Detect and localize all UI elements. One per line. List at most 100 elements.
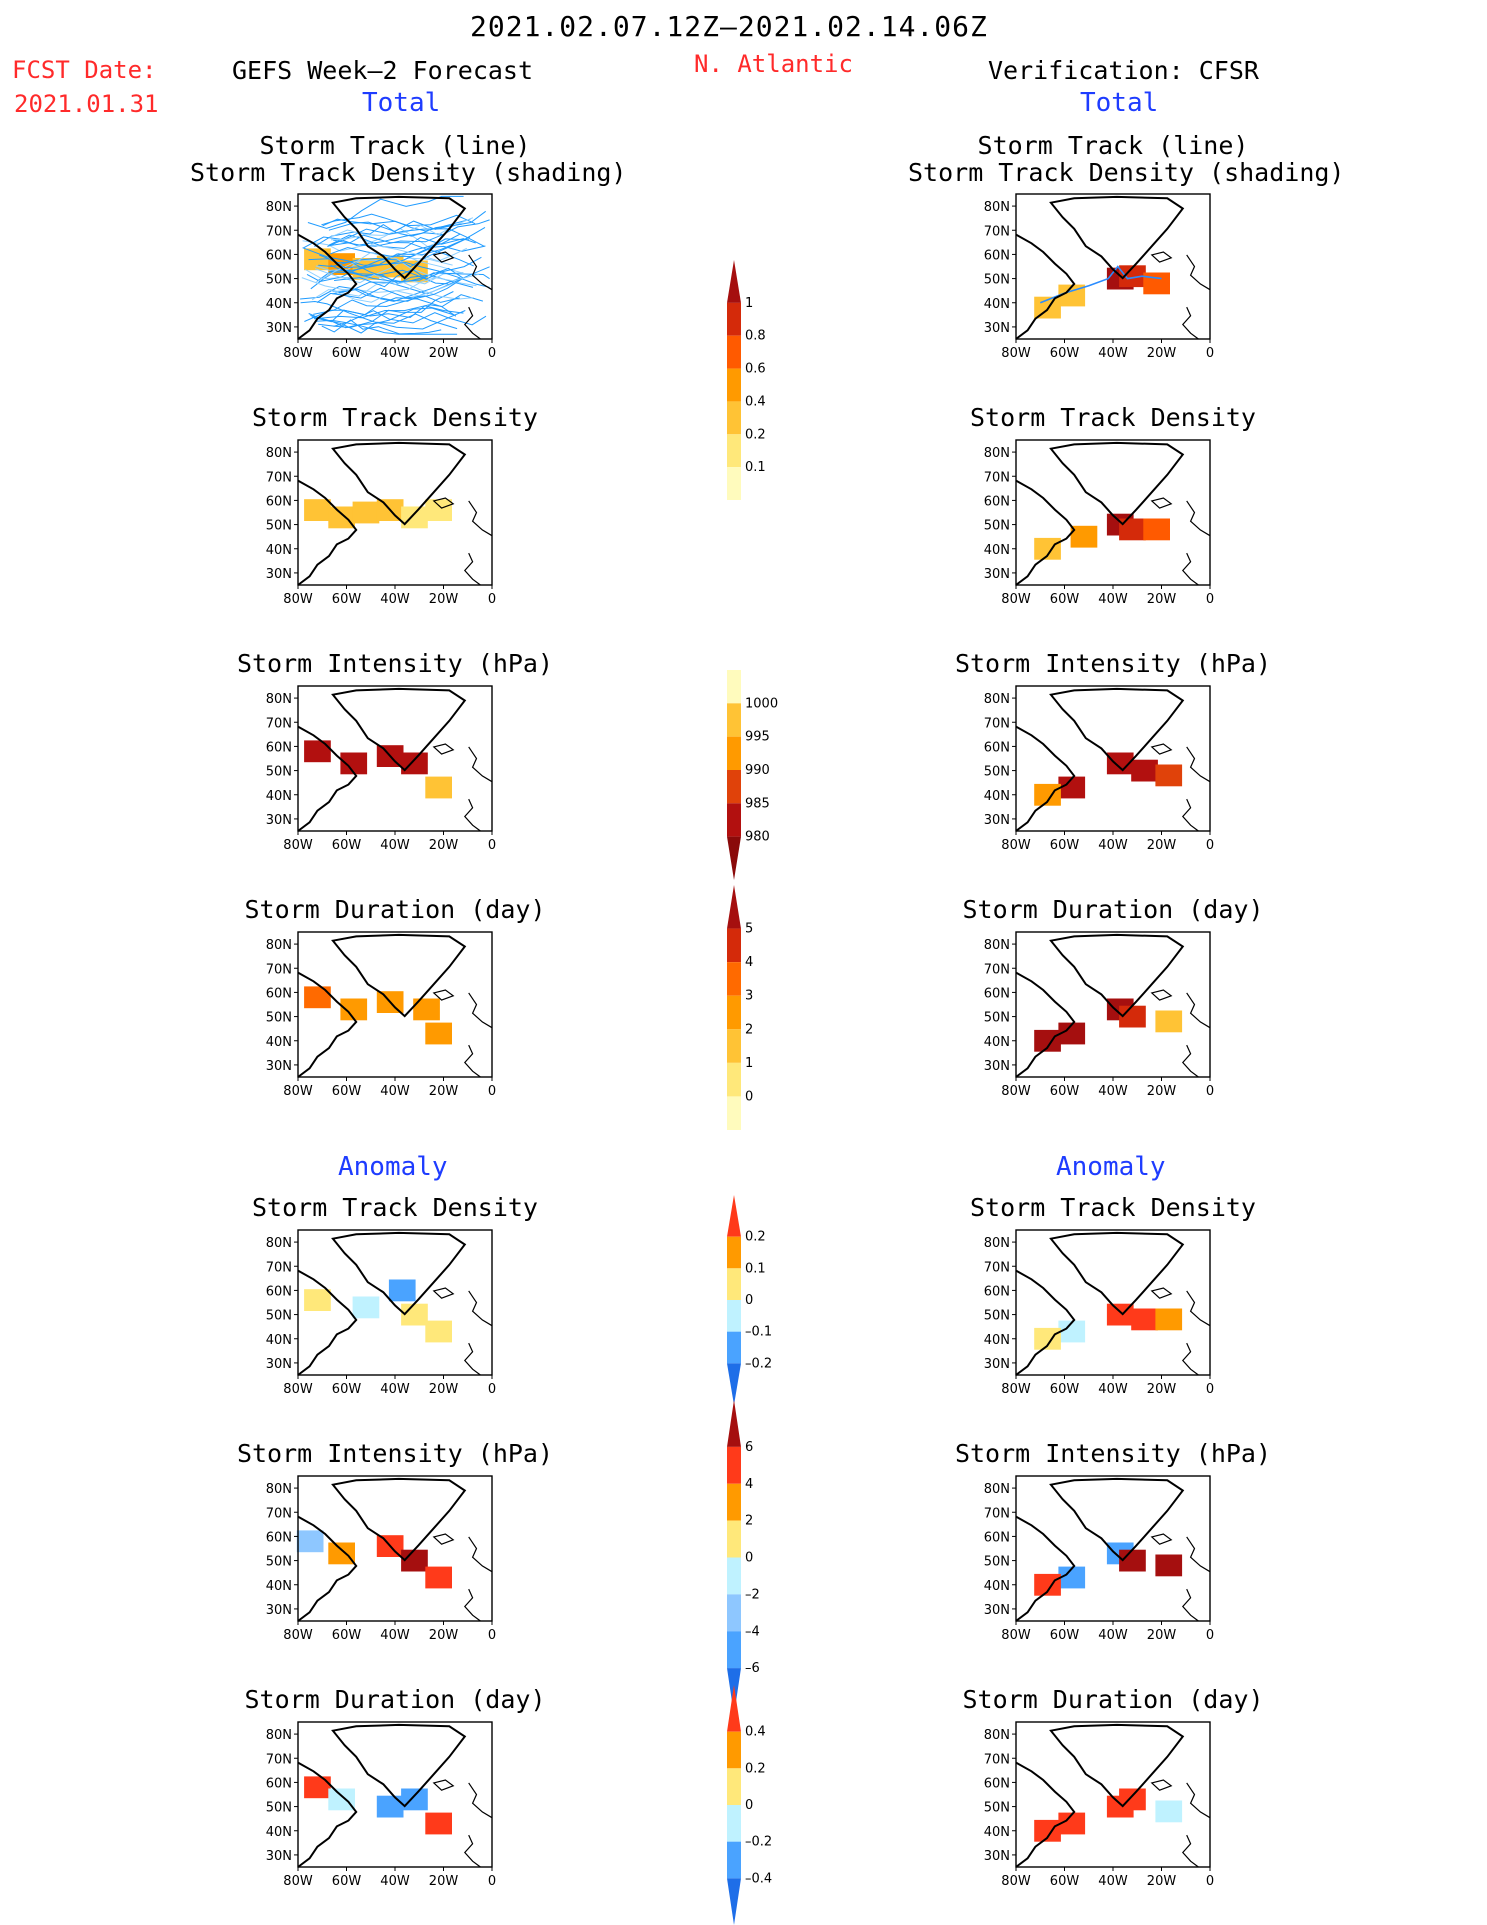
map-background [1016,440,1210,585]
lon-tick-label: 60W [332,592,362,607]
lon-tick-label: 60W [332,838,362,853]
storm-track-line [302,227,448,252]
lat-tick-label: 40N [984,789,1010,804]
map-background [1016,1230,1210,1375]
storm-track-line [328,234,476,249]
colorbar-tail [727,1195,741,1237]
storm-track-line [333,310,487,327]
lon-tick-label: 80W [283,592,313,607]
lat-tick-label: 40N [984,297,1010,312]
lat-tick-label: 40N [984,1579,1010,1594]
lat-tick-label: 70N [984,1260,1010,1275]
lon-tick-label: 20W [1147,1382,1177,1397]
storm-track-line [330,235,468,262]
lon-tick-label: 60W [332,1084,362,1099]
data-cells [1034,1788,1183,1842]
colorbar-tail [727,1400,741,1447]
grid-cell [1070,525,1098,548]
lat-tick-label: 80N [266,1482,292,1497]
colorbar-label: 0.4 [745,394,766,409]
grid-cell [1058,284,1086,307]
panel-title: Storm Track Density [970,403,1256,432]
lat-tick-label: 60N [984,986,1010,1001]
north-america-coast [297,1269,358,1376]
right-column-title: Verification: CFSR [988,56,1259,85]
lat-tick-label: 50N [266,1801,292,1816]
lat-tick-label: 60N [266,1530,292,1545]
grid-cell [1058,1566,1086,1589]
lat-tick-label: 40N [266,1825,292,1840]
lon-tick-label: 60W [332,346,362,361]
grid-cell [401,1788,428,1811]
colorbar-segment [727,995,741,1030]
lat-tick-label: 60N [266,1776,292,1791]
north-america-coast [297,233,358,340]
panel-title: Storm Track Density [970,1193,1256,1222]
colorbar-segment [727,467,741,500]
colorbar-tail [727,1363,741,1405]
lat-tick-label: 40N [984,1035,1010,1050]
iceland-coast [1150,1533,1173,1545]
right-total-heading: Total [1080,88,1159,118]
lat-tick-label: 40N [266,1579,292,1594]
storm-track-line [328,234,474,267]
date-range: 2021.02.07.12Z–2021.02.14.06Z [470,10,988,43]
left-anomaly-heading: Anomaly [338,1152,448,1182]
europe-coast [468,500,493,537]
lat-tick-label: 30N [266,1603,292,1618]
iceland-coast [1150,497,1173,509]
greenland-coast [1049,195,1185,280]
grid-cell [425,1022,452,1045]
lon-tick-label: 20W [429,838,459,853]
lat-tick-label: 30N [266,1357,292,1372]
lat-tick-label: 30N [984,1849,1010,1864]
colorbar-segment [727,1768,741,1805]
colorbar-segment [727,1731,741,1769]
data-cells [1034,752,1183,806]
grid-cell [352,1296,380,1319]
colorbar-label: 4 [745,955,753,970]
grid-cell [296,1530,324,1553]
grid-cell [1119,265,1146,288]
lon-tick-label: 20W [429,592,459,607]
lon-tick-label: 60W [1050,1628,1080,1643]
storm-track-line [315,319,458,335]
colorbar-label: 1 [745,1056,753,1071]
colorbar-label: 980 [745,830,770,845]
iberia-coast [1181,1342,1199,1376]
grid-cell [388,1279,416,1302]
panel-title: Storm Intensity (hPa) [954,1439,1272,1468]
lat-tick-label: 70N [266,1752,292,1767]
grid-cell [1106,752,1134,775]
iberia-coast [463,1588,481,1622]
lon-tick-label: 40W [1098,1382,1128,1397]
lat-tick-label: 40N [266,789,292,804]
lon-tick-label: 0 [1206,592,1214,607]
grid-cell [304,1776,331,1799]
data-cells [304,1776,452,1835]
colorbar-segment [727,670,741,704]
lat-tick-label: 40N [266,297,292,312]
lon-tick-label: 60W [332,1382,362,1397]
colorbar-anom-intensity: 6 4 2 0 –2 –4 –6 [727,1400,760,1715]
lat-tick-label: 60N [984,1530,1010,1545]
storm-track-line [330,280,474,300]
colorbar-segment [727,1268,741,1300]
lon-tick-label: 20W [1147,838,1177,853]
storm-track-line [318,236,471,268]
europe-coast [1186,1290,1211,1327]
fcst-date-label: FCST Date: [12,56,157,84]
europe-coast [468,1290,493,1327]
lon-tick-label: 0 [488,1084,496,1099]
lat-tick-label: 50N [266,273,292,288]
lat-tick-label: 40N [266,1035,292,1050]
lon-tick-label: 60W [1050,1382,1080,1397]
lat-tick-label: 60N [266,1284,292,1299]
colorbar-segment [727,1520,741,1558]
lon-tick-label: 0 [1206,1874,1214,1889]
storm-track-line [310,307,454,329]
colorbar-label: 990 [745,763,770,778]
colorbar-label: 0 [745,1293,753,1308]
iceland-coast [1150,1287,1173,1299]
